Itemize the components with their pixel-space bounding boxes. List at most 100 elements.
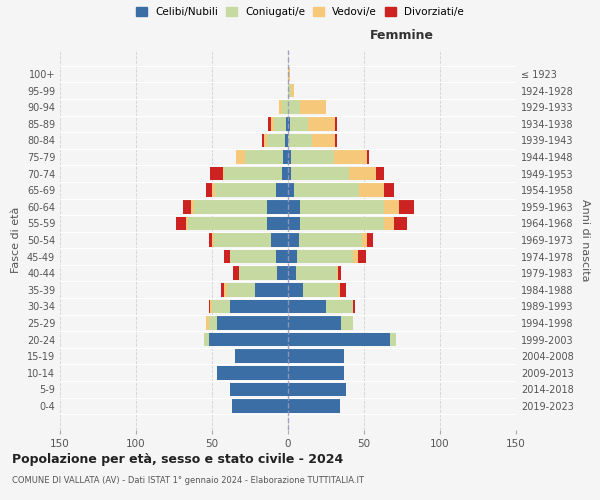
Bar: [282, 100, 288, 114]
Bar: [206, 316, 209, 330]
Bar: [233, 266, 239, 280]
Bar: [276, 184, 288, 197]
Bar: [267, 216, 288, 230]
Bar: [353, 300, 355, 313]
Bar: [254, 283, 288, 296]
Bar: [291, 84, 294, 98]
Bar: [209, 316, 217, 330]
Bar: [188, 216, 267, 230]
Bar: [299, 233, 362, 247]
Bar: [297, 250, 353, 264]
Bar: [211, 300, 212, 313]
Bar: [294, 184, 359, 197]
Bar: [223, 167, 224, 180]
Bar: [384, 216, 394, 230]
Bar: [215, 184, 276, 197]
Bar: [262, 134, 263, 147]
Bar: [235, 350, 288, 363]
Bar: [274, 117, 286, 130]
Bar: [288, 250, 297, 264]
Bar: [300, 200, 384, 213]
Bar: [276, 250, 288, 264]
Bar: [212, 184, 215, 197]
Bar: [286, 117, 288, 130]
Bar: [206, 184, 212, 197]
Bar: [384, 200, 399, 213]
Bar: [263, 134, 267, 147]
Bar: [277, 266, 288, 280]
Bar: [291, 150, 334, 164]
Bar: [194, 200, 267, 213]
Bar: [283, 150, 288, 164]
Bar: [288, 233, 299, 247]
Bar: [291, 167, 349, 180]
Bar: [326, 300, 353, 313]
Bar: [267, 134, 285, 147]
Bar: [209, 333, 288, 346]
Bar: [358, 250, 365, 264]
Bar: [209, 300, 211, 313]
Bar: [288, 333, 390, 346]
Bar: [288, 150, 291, 164]
Bar: [221, 283, 224, 296]
Bar: [211, 167, 223, 180]
Bar: [288, 134, 313, 147]
Bar: [367, 150, 368, 164]
Y-axis label: Anni di nascita: Anni di nascita: [580, 198, 590, 281]
Bar: [288, 167, 291, 180]
Bar: [271, 233, 288, 247]
Bar: [340, 283, 346, 296]
Bar: [282, 167, 288, 180]
Bar: [335, 134, 337, 147]
Bar: [245, 150, 283, 164]
Bar: [303, 283, 338, 296]
Bar: [313, 134, 335, 147]
Bar: [390, 333, 396, 346]
Bar: [353, 250, 358, 264]
Bar: [205, 333, 209, 346]
Y-axis label: Fasce di età: Fasce di età: [11, 207, 21, 273]
Bar: [376, 167, 384, 180]
Bar: [338, 283, 340, 296]
Bar: [362, 233, 367, 247]
Bar: [338, 266, 341, 280]
Bar: [279, 100, 282, 114]
Bar: [359, 184, 384, 197]
Bar: [224, 250, 230, 264]
Bar: [217, 316, 288, 330]
Bar: [290, 117, 308, 130]
Bar: [296, 266, 337, 280]
Bar: [214, 233, 271, 247]
Bar: [288, 117, 290, 130]
Bar: [288, 366, 344, 380]
Bar: [288, 300, 326, 313]
Bar: [209, 233, 212, 247]
Bar: [230, 300, 288, 313]
Bar: [288, 184, 294, 197]
Bar: [288, 68, 290, 81]
Legend: Celibi/Nubili, Coniugati/e, Vedovi/e, Divorziati/e: Celibi/Nubili, Coniugati/e, Vedovi/e, Di…: [134, 5, 466, 20]
Bar: [288, 283, 303, 296]
Bar: [212, 300, 230, 313]
Bar: [288, 216, 300, 230]
Bar: [335, 117, 337, 130]
Bar: [285, 134, 288, 147]
Bar: [230, 250, 276, 264]
Bar: [186, 216, 188, 230]
Bar: [224, 167, 282, 180]
Bar: [239, 266, 277, 280]
Bar: [300, 216, 384, 230]
Bar: [349, 167, 376, 180]
Bar: [288, 382, 346, 396]
Bar: [230, 382, 288, 396]
Bar: [212, 233, 214, 247]
Bar: [288, 100, 300, 114]
Bar: [288, 266, 296, 280]
Bar: [394, 216, 407, 230]
Bar: [308, 117, 335, 130]
Text: Femmine: Femmine: [370, 30, 434, 43]
Bar: [268, 117, 271, 130]
Bar: [288, 399, 340, 412]
Bar: [232, 399, 288, 412]
Bar: [236, 150, 245, 164]
